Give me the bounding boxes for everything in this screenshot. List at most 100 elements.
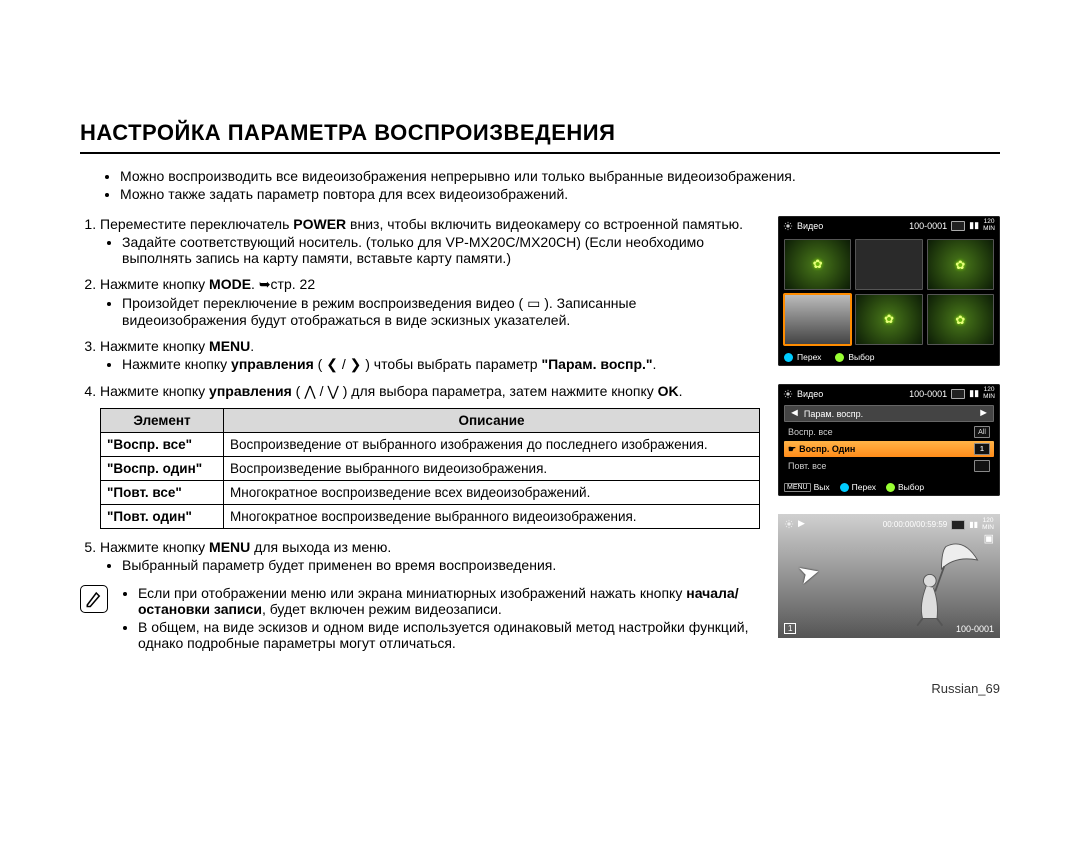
menu-item-tag: 1 (974, 443, 990, 455)
chevron-right-icon: ► (978, 408, 989, 419)
step-2-sub: Произойдет переключение в режим воспроиз… (122, 295, 760, 328)
intro-item: Можно воспроизводить все видеоизображени… (120, 168, 1000, 184)
table-cell: "Воспр. все" (101, 433, 224, 457)
text: Нажмите кнопку (100, 276, 209, 292)
menu-item: Воспр. все All (784, 424, 994, 440)
lcd-nav-move: Перех (797, 352, 821, 362)
gear-icon (783, 221, 793, 231)
lcd-min-txt: MIN (983, 393, 995, 400)
table-header: Элемент (101, 409, 224, 433)
text: Нажмите кнопку (100, 338, 209, 354)
table-cell: Многократное воспроизведение всех видеои… (224, 481, 760, 505)
menu-item-label: Воспр. Один (799, 444, 855, 454)
label-param: "Парам. воспр." (541, 356, 652, 372)
chevron-left-icon: ◄ (789, 408, 800, 419)
table-cell: "Повт. все" (101, 481, 224, 505)
play-icon: ▶ (798, 518, 805, 529)
text: Переместите переключатель (100, 216, 293, 232)
thumbnail (927, 294, 994, 345)
lcd-thumbnails: Видео 100-0001 ▮▮ 120MIN (778, 216, 1000, 366)
text: . ➥стр. 22 (251, 276, 315, 292)
lcd-min-txt: MIN (983, 225, 995, 232)
battery-icon: ▮▮ (969, 388, 979, 399)
lcd-folder: 100-0001 (909, 221, 947, 231)
battery-icon: ▮▮ (969, 220, 979, 231)
table-cell: Воспроизведение от выбранного изображени… (224, 433, 760, 457)
lcd-nav-exit: Вых (814, 482, 830, 492)
step-5-sub: Выбранный параметр будет применен во вре… (122, 557, 760, 573)
label-control: управления (209, 383, 292, 399)
step-1-sub: Задайте соответствующий носитель. (тольк… (122, 234, 760, 266)
menu-item-label: Повт. все (788, 461, 826, 471)
cursor-icon: ➤ (794, 556, 823, 592)
gear-icon (783, 389, 793, 399)
lcd-folder: 100-0001 (909, 389, 947, 399)
gear-icon (784, 519, 794, 529)
table-cell: Многократное воспроизведение выбранного … (224, 505, 760, 529)
text: . (679, 383, 683, 399)
lcd-playback: ▶ 00:00:00/00:59:59 ▮▮ 120MIN 1 100-0001… (778, 514, 1000, 638)
memory-icon (951, 389, 965, 399)
options-table: Элемент Описание "Воспр. все" Воспроизве… (100, 408, 760, 529)
play-one-badge: 1 (784, 623, 796, 634)
step-2: Нажмите кнопку MODE. ➥стр. 22 Произойдет… (100, 276, 760, 328)
table-cell: Воспроизведение выбранного видеоизображе… (224, 457, 760, 481)
thumbnail-selected (784, 294, 851, 345)
lcd-nav-select: Выбор (848, 352, 874, 362)
select-dot-icon (886, 483, 895, 492)
nav-dot-icon (840, 483, 849, 492)
note-item: В общем, на виде эскизов и одном виде ис… (138, 619, 760, 651)
label-menu: MENU (209, 539, 250, 555)
label-ok: OK (658, 383, 679, 399)
table-cell: "Повт. один" (101, 505, 224, 529)
label-power: POWER (293, 216, 346, 232)
step-5: Нажмите кнопку MENU для выхода из меню. … (100, 539, 760, 573)
quality-icon: ▣ (984, 532, 994, 545)
playback-illustration (892, 528, 982, 628)
lcd-mode-label: Видео (797, 221, 823, 231)
text: Нажмите кнопку (100, 539, 209, 555)
lcd-menu-title: Парам. воспр. (804, 409, 863, 419)
memory-icon (951, 221, 965, 231)
text: для выхода из меню. (250, 539, 391, 555)
table-row: "Воспр. один" Воспроизведение выбранного… (101, 457, 760, 481)
text: вниз, чтобы включить видеокамеру со встр… (346, 216, 743, 232)
text: Нажмите кнопку (100, 383, 209, 399)
lcd-nav-select: Выбор (898, 482, 924, 492)
nav-dot-icon (784, 353, 793, 362)
menu-item-selected: ☛Воспр. Один 1 (784, 441, 994, 457)
lcd-min-txt: MIN (982, 524, 994, 531)
lcd-menu: Видео 100-0001 ▮▮ 120MIN ◄ Парам. воспр.… (778, 384, 1000, 496)
table-header: Описание (224, 409, 760, 433)
table-row: "Повт. один" Многократное воспроизведени… (101, 505, 760, 529)
page-title: НАСТРОЙКА ПАРАМЕТРА ВОСПРОИЗВЕДЕНИЯ (80, 120, 1000, 154)
menu-item: Повт. все (784, 458, 994, 474)
menu-item-tag (974, 460, 990, 472)
note-body: Если при отображении меню или экрана мин… (118, 583, 760, 653)
label-mode: MODE (209, 276, 251, 292)
label-menu: MENU (209, 338, 250, 354)
lcd-mode-label: Видео (797, 389, 823, 399)
text: . (250, 338, 254, 354)
step-3: Нажмите кнопку MENU. Нажмите кнопку упра… (100, 338, 760, 373)
step-3-sub: Нажмите кнопку управления ( ❮ / ❯ ) чтоб… (122, 356, 760, 373)
thumbnail (927, 239, 994, 290)
text: . (653, 356, 657, 372)
intro-item: Можно также задать параметр повтора для … (120, 186, 1000, 202)
page-footer: Russian_69 (80, 681, 1000, 696)
text: , будет включен режим видеозаписи. (262, 601, 502, 617)
table-cell: "Воспр. один" (101, 457, 224, 481)
thumbnail (855, 294, 922, 345)
step-1: Переместите переключатель POWER вниз, чт… (100, 216, 760, 266)
text: Нажмите кнопку (122, 356, 231, 372)
menu-item-label: Воспр. все (788, 427, 833, 437)
note-icon (80, 585, 108, 613)
lcd-nav-move: Перех (852, 482, 876, 492)
text: ( ⋀ / ⋁ ) для выбора параметра, затем на… (292, 383, 658, 399)
menu-badge-icon: MENU (784, 483, 811, 492)
intro-list: Можно воспроизводить все видеоизображени… (80, 168, 1000, 202)
select-dot-icon (835, 353, 844, 362)
hand-icon: ☛ (788, 444, 796, 455)
menu-item-tag: All (974, 426, 990, 438)
thumbnail (784, 239, 851, 290)
